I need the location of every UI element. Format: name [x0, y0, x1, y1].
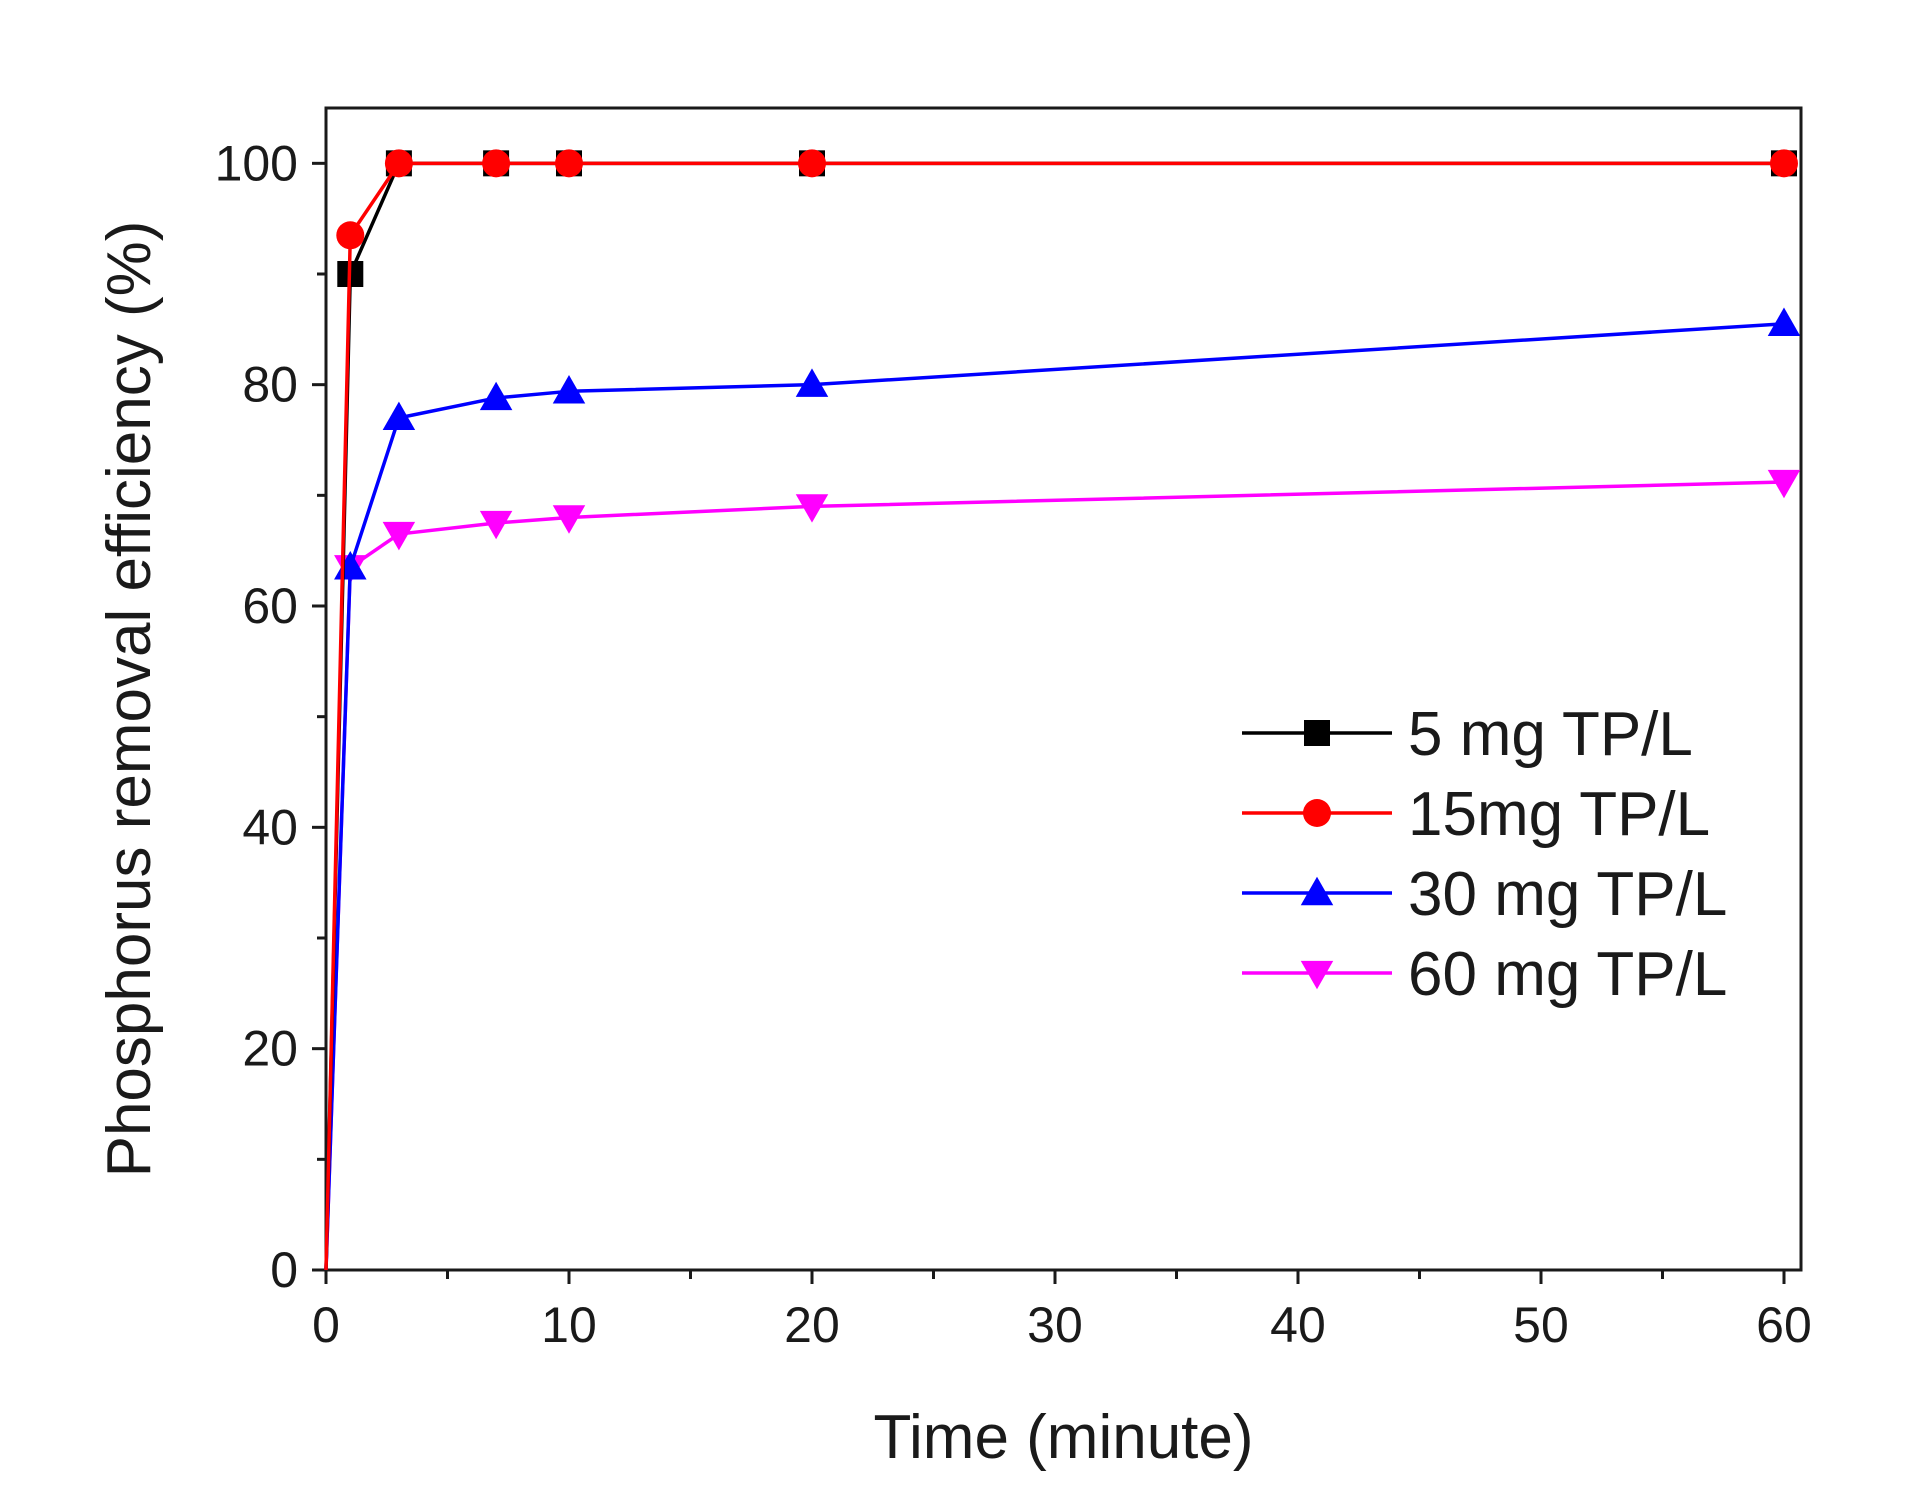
legend-label: 5 mg TP/L: [1408, 700, 1693, 769]
data-point: [795, 494, 829, 523]
data-point: [336, 221, 365, 250]
data-point: [552, 375, 586, 404]
legend-marker: [1303, 799, 1331, 827]
data-point: [382, 521, 416, 551]
legend: 5 mg TP/L 15mg TP/L 30 mg TP/L 60 mg TP/L: [1242, 700, 1727, 1009]
legend-entry-2: 15mg TP/L: [1242, 780, 1710, 849]
y-tick-label: 80: [242, 357, 298, 413]
legend-label: 15mg TP/L: [1408, 780, 1710, 849]
y-tick-label: 40: [242, 799, 298, 855]
legend-label: 60 mg TP/L: [1408, 940, 1727, 1009]
legend-marker: [1300, 960, 1334, 990]
y-tick-label: 100: [215, 135, 298, 191]
series-layer: [324, 149, 1801, 1271]
x-tick-label: 10: [541, 1297, 597, 1353]
legend-marker: [1300, 876, 1334, 906]
legend-label: 30 mg TP/L: [1408, 860, 1727, 929]
data-point: [479, 510, 513, 540]
data-point: [482, 149, 511, 178]
data-point: [795, 368, 829, 397]
x-axis-title: Time (minute): [873, 1403, 1253, 1472]
x-tick-label: 60: [1756, 1297, 1812, 1353]
data-point: [479, 381, 513, 411]
legend-entry-1: 5 mg TP/L: [1242, 700, 1693, 769]
y-tick-label: 60: [242, 578, 298, 634]
axes: 0 10 20 30 40 50 60 0 20 40 60 80 100: [215, 106, 1812, 1353]
series-2: [324, 149, 1798, 1271]
data-point: [1767, 469, 1801, 499]
x-tick-label: 50: [1513, 1297, 1569, 1353]
data-point: [1769, 149, 1798, 178]
data-point: [554, 149, 583, 178]
legend-entry-3: 30 mg TP/L: [1242, 860, 1727, 929]
series-3: [324, 307, 1801, 1271]
x-tick-label: 0: [312, 1297, 340, 1353]
data-point: [797, 149, 826, 178]
data-point: [382, 401, 416, 431]
plot-frame: [324, 106, 1803, 1272]
x-tick-label: 20: [784, 1297, 840, 1353]
legend-marker: [1304, 720, 1330, 746]
y-tick-label: 0: [270, 1242, 298, 1298]
legend-entry-4: 60 mg TP/L: [1242, 940, 1727, 1009]
data-point: [384, 149, 413, 178]
y-tick-label: 20: [242, 1021, 298, 1077]
x-tick-label: 40: [1270, 1297, 1326, 1353]
y-axis-title: Phosphorus removal efficiency (%): [95, 221, 164, 1178]
data-point: [1767, 307, 1801, 336]
x-tick-label: 30: [1027, 1297, 1083, 1353]
data-point: [552, 505, 586, 534]
